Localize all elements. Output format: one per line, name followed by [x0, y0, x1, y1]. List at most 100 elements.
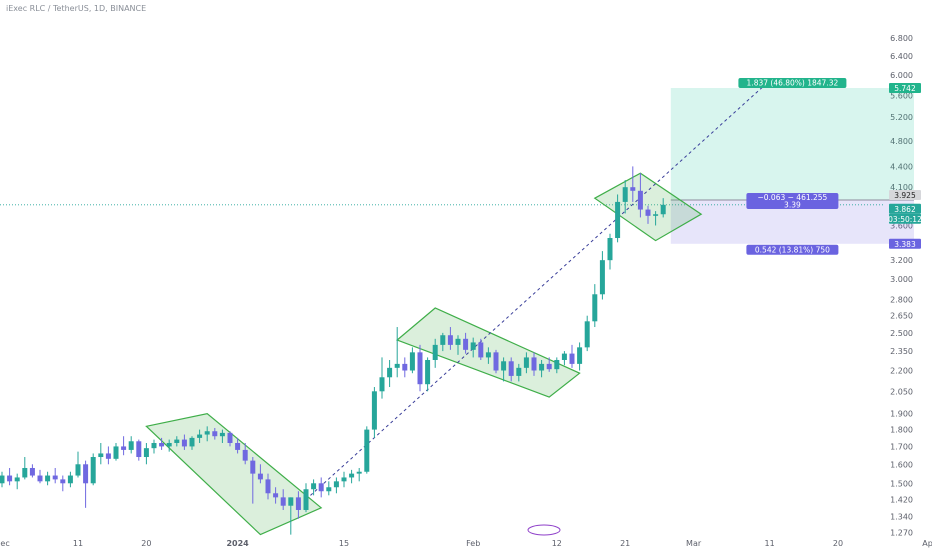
candle-body: [341, 477, 347, 482]
candle-body: [455, 338, 461, 345]
loss-zone: [670, 200, 914, 244]
y-tick-label: 1.340: [890, 513, 913, 522]
candle-body: [592, 294, 598, 322]
y-tick-label: 6.400: [890, 52, 913, 61]
entry-label-bg: [746, 193, 839, 210]
x-tick-label: Mar: [686, 539, 702, 548]
pattern-channel: [145, 413, 323, 536]
x-tick-label: 11: [765, 539, 775, 548]
candle-body: [29, 467, 35, 476]
y-tick-label: 2.500: [890, 329, 913, 338]
target-label: 1.837 (46.80%) 1847.32: [747, 79, 839, 88]
candle-body: [204, 431, 210, 435]
candle-body: [280, 497, 286, 506]
candle-body: [615, 201, 621, 239]
y-tick-label: 4.100: [890, 183, 913, 192]
trendline: [305, 87, 763, 500]
x-tick-label: 21: [620, 539, 630, 548]
y-tick-label: 5.600: [890, 91, 913, 100]
y-tick-label: 3.400: [890, 238, 913, 247]
candle-body: [349, 473, 355, 478]
x-tick-label: 11: [73, 539, 83, 548]
candle-body: [227, 432, 233, 443]
target-price-badge: 5.742: [894, 84, 916, 93]
candle-body: [637, 190, 643, 210]
entry-price-badge-bg: [889, 190, 921, 201]
candle-body: [326, 487, 332, 492]
y-tick-label: 4.800: [890, 137, 913, 146]
y-tick-label: 2.200: [890, 367, 913, 376]
candle-body: [14, 477, 20, 482]
candle-body: [508, 361, 514, 376]
candle-body: [653, 214, 659, 216]
y-tick-label: 1.800: [890, 426, 913, 435]
candle-body: [539, 363, 545, 371]
candle-body: [75, 464, 81, 476]
pattern-channel: [396, 307, 581, 398]
candle-body: [242, 449, 248, 461]
y-tick-label: 2.650: [890, 312, 913, 321]
countdown-badge-bg: [889, 213, 921, 224]
candle-body: [121, 446, 127, 450]
candle-body: [387, 367, 393, 378]
candle-body: [607, 238, 613, 261]
candle-body: [318, 483, 324, 492]
candle-body: [265, 479, 271, 494]
candle-body: [143, 448, 149, 458]
pattern-channel: [593, 172, 703, 242]
candle-body: [311, 483, 317, 490]
y-tick-label: 3.600: [890, 221, 913, 230]
candle-body: [136, 441, 142, 458]
candle-body: [98, 453, 104, 458]
candle-body: [288, 497, 294, 506]
candle-body: [0, 475, 5, 484]
candle-body: [364, 429, 370, 472]
entry-price-badge: 3.925: [894, 191, 916, 200]
current-price-badge: 3.862: [894, 205, 916, 214]
y-tick-label: 2.350: [890, 347, 913, 356]
candle-body: [22, 467, 28, 478]
candle-body: [622, 187, 628, 202]
candle-body: [523, 357, 529, 368]
candle-body: [83, 464, 89, 484]
candle-body: [219, 432, 225, 437]
candle-body: [7, 475, 13, 482]
candle-body: [463, 338, 469, 350]
candle-body: [174, 439, 180, 443]
countdown-badge: 03:50:12: [888, 215, 922, 224]
candle-body: [151, 442, 157, 449]
price-axis-bg: [885, 0, 932, 550]
currency-button[interactable]: USDT: [889, 3, 923, 18]
candle-body: [660, 204, 666, 215]
candle-body: [402, 363, 408, 371]
chart-title: iExec RLC / TetherUS, 1D, BINANCE: [6, 4, 147, 13]
target-price-badge-bg: [889, 83, 921, 93]
x-tick-label: Dec: [0, 539, 10, 548]
candle-body: [599, 260, 605, 295]
candle-body: [189, 437, 195, 447]
y-tick-label: 5.200: [890, 113, 913, 122]
candle-body: [645, 209, 651, 216]
x-tick-label: 2024: [226, 539, 249, 548]
candle-body: [356, 471, 362, 474]
candle-body: [60, 479, 66, 484]
y-tick-label: 6.000: [890, 71, 913, 80]
target-label-bg: [738, 78, 847, 88]
candle-body: [67, 475, 73, 484]
candle-body: [52, 475, 58, 480]
candle-body: [159, 442, 165, 447]
x-tick-label: Apr: [922, 539, 932, 548]
y-tick-label: 1.600: [890, 460, 913, 469]
candle-body: [128, 441, 134, 450]
candle-body: [257, 473, 263, 480]
candle-body: [501, 361, 507, 371]
candle-body: [425, 359, 431, 385]
candle-body: [554, 359, 560, 370]
candle-body: [630, 187, 636, 191]
candle-body: [371, 391, 377, 430]
candle-body: [493, 352, 499, 371]
x-tick-label: Feb: [466, 539, 480, 548]
candle-body: [546, 363, 552, 370]
